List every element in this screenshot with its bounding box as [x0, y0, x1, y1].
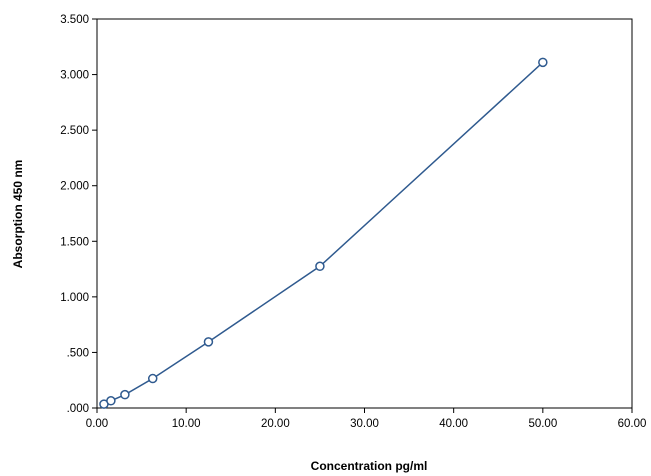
plot-frame [96, 18, 633, 409]
y-tick-label: .500 [67, 347, 89, 359]
axes [96, 18, 633, 409]
y-tick-label: 2.500 [60, 125, 89, 137]
x-tick-label: 30.00 [350, 418, 379, 430]
y-axis-ticks: .000 .500 1.000 1.500 2.000 2.500 3.000 3.500 [60, 14, 97, 415]
y-tick-label: 3.500 [60, 14, 89, 26]
x-tick-label: 10.00 [172, 418, 201, 430]
x-tick-label: 60.00 [618, 418, 647, 430]
x-tick-label: 20.00 [261, 418, 290, 430]
y-tick-label: 2.000 [60, 181, 89, 193]
x-tick-label: 40.00 [439, 418, 468, 430]
data-point [147, 373, 158, 384]
data-point [120, 389, 130, 400]
y-tick-label: .000 [67, 403, 89, 415]
y-axis-title: Absorption 450 nm [11, 160, 25, 269]
x-axis-title: Concentration pg/ml [311, 459, 428, 473]
series-line [103, 61, 544, 405]
y-tick-label: 3.000 [60, 70, 89, 82]
y-tick-label: 1.000 [60, 292, 89, 304]
series-layer [99, 57, 548, 409]
y-tick-label: 1.500 [60, 236, 89, 248]
x-axis-ticks: 0.00 10.00 20.00 30.00 40.00 50.00 60.00 [86, 408, 647, 430]
x-tick-label: 0.00 [86, 418, 108, 430]
data-point [203, 337, 214, 347]
data-point [315, 261, 325, 272]
x-tick-label: 50.00 [528, 418, 557, 430]
data-point [538, 57, 548, 68]
data-point [106, 396, 116, 406]
